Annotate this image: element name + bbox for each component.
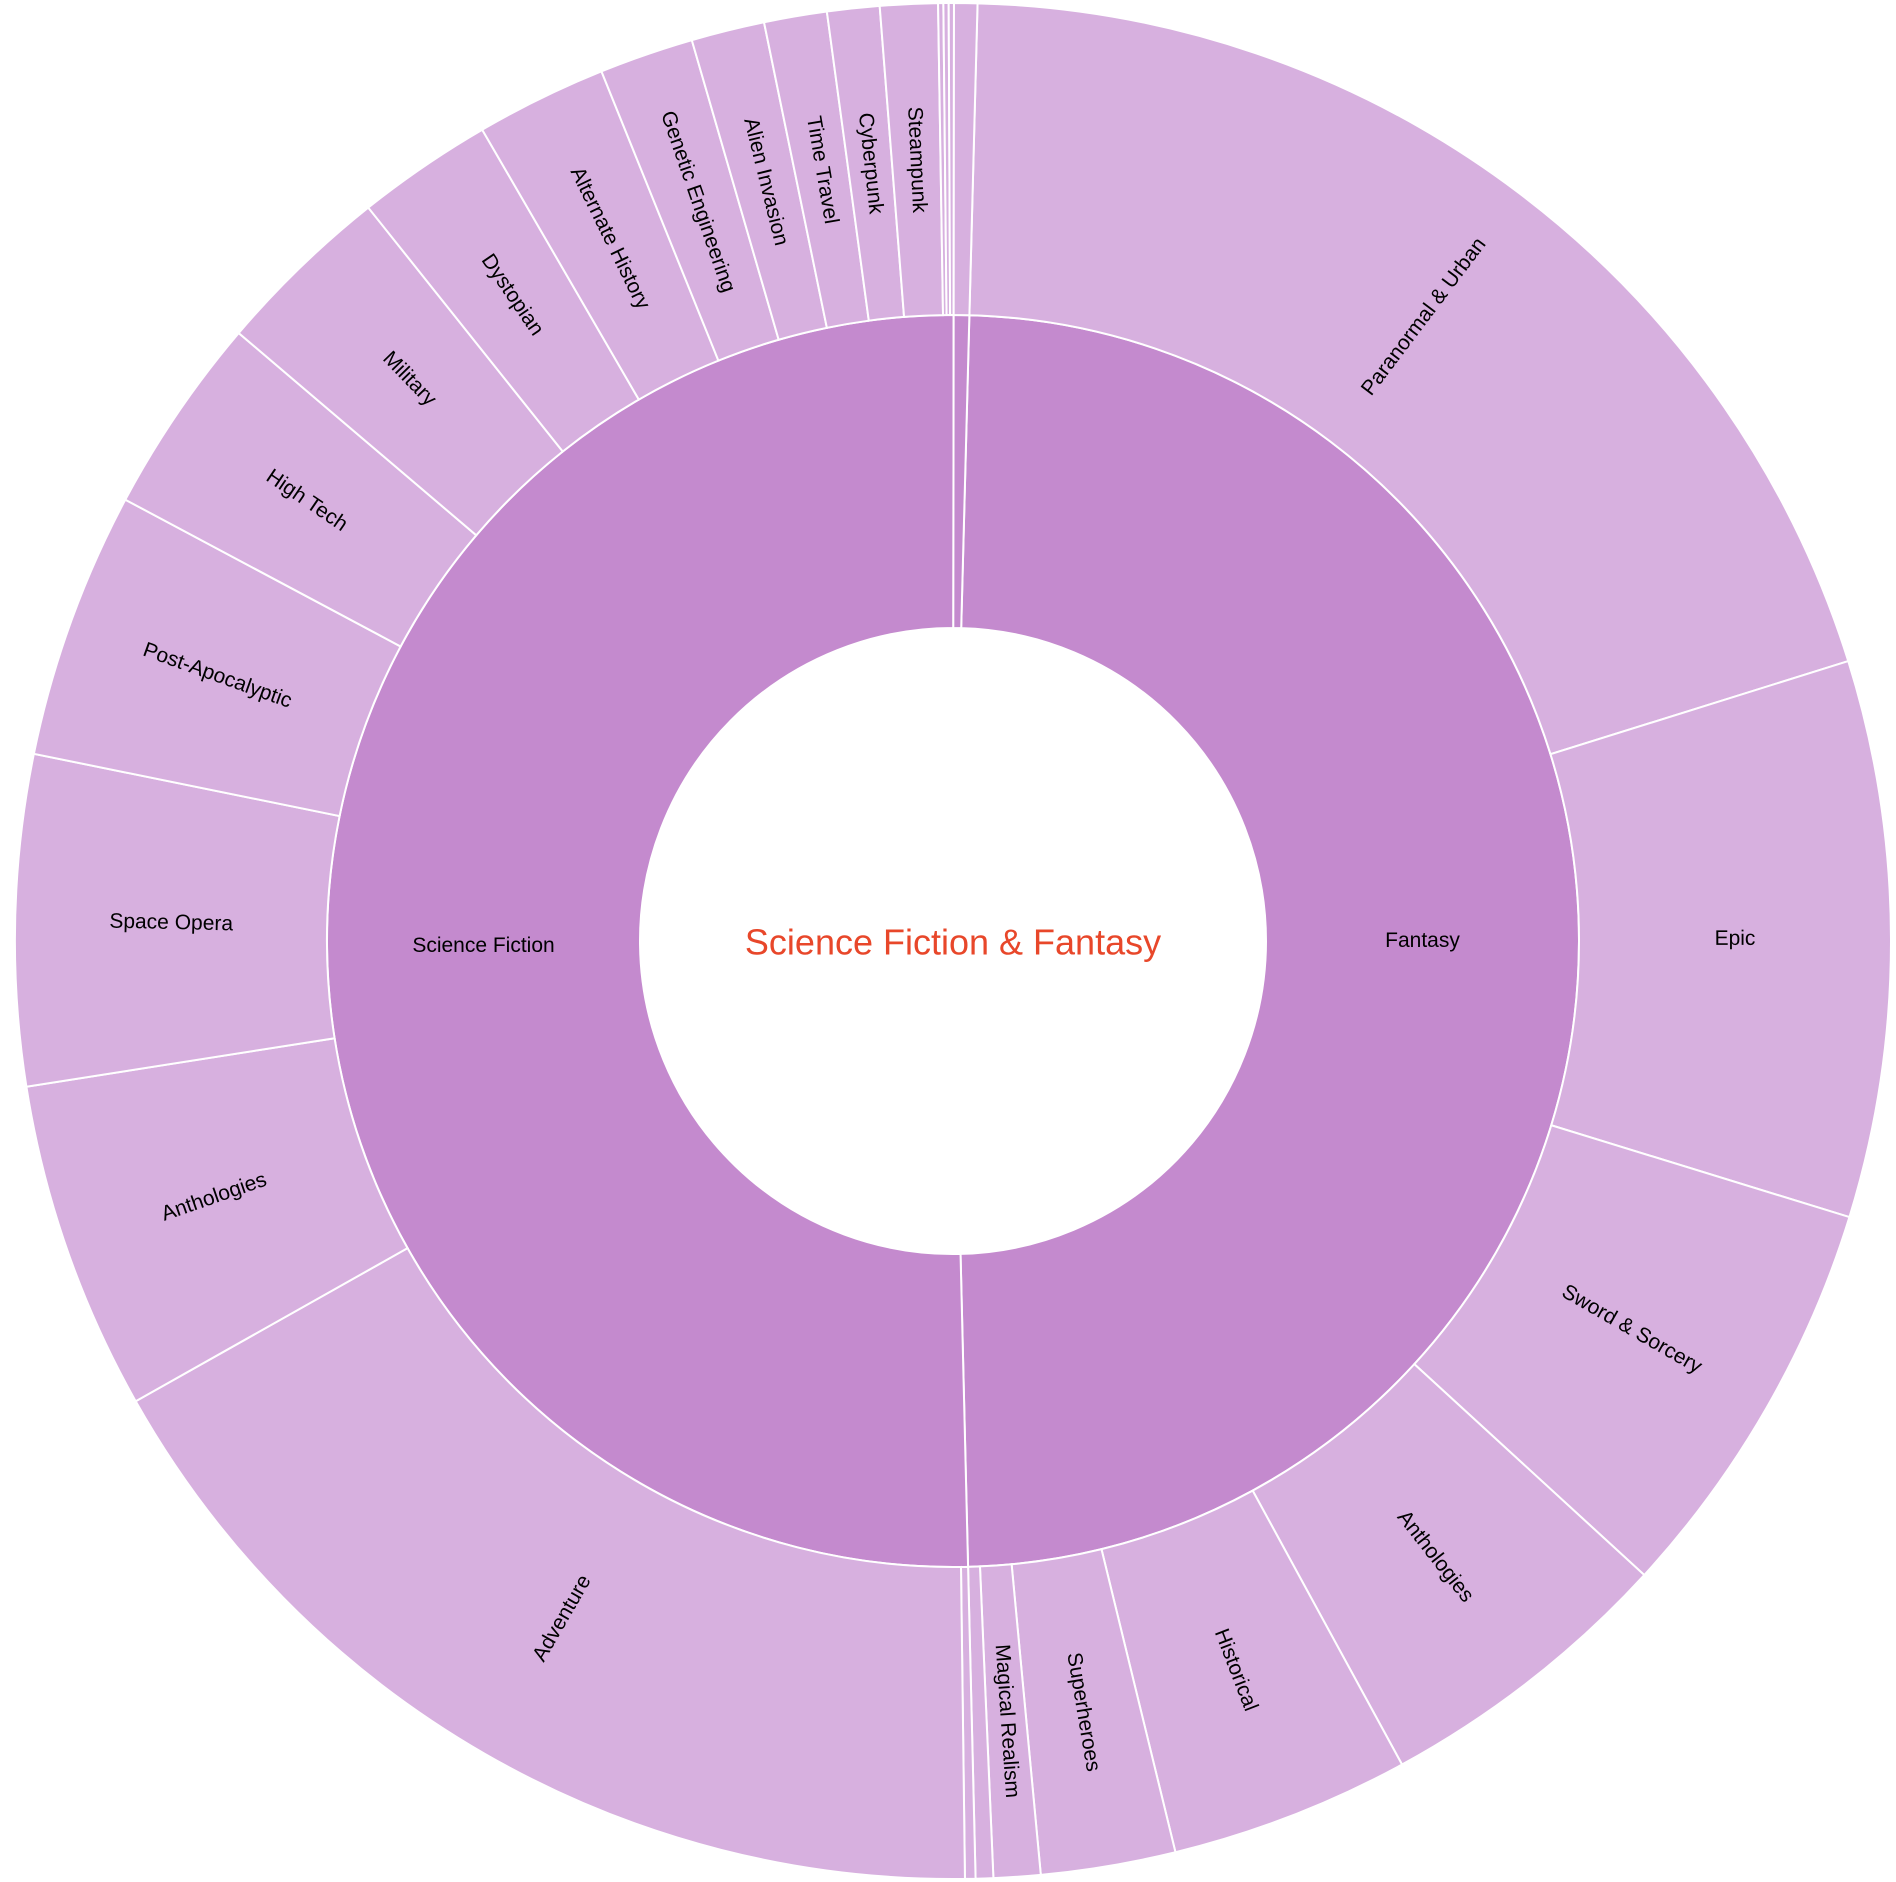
chart-title: Science Fiction & Fantasy (745, 922, 1161, 963)
subcategory-segment-adventure[interactable] (134, 1246, 966, 1880)
subcategory-segment-unlabeled[interactable] (952, 1, 979, 317)
category-label-science-fiction: Science Fiction (412, 934, 554, 957)
sunburst-segments (14, 1, 1892, 1880)
category-label-fantasy: Fantasy (1385, 929, 1460, 952)
subcategory-segment-paranormal-and-urban[interactable] (968, 2, 1850, 756)
subcategory-label-steampunk: Steampunk (903, 106, 931, 214)
subcategory-label-space-opera: Space Opera (109, 910, 234, 936)
subcategory-label-epic: Epic (1715, 927, 1756, 950)
